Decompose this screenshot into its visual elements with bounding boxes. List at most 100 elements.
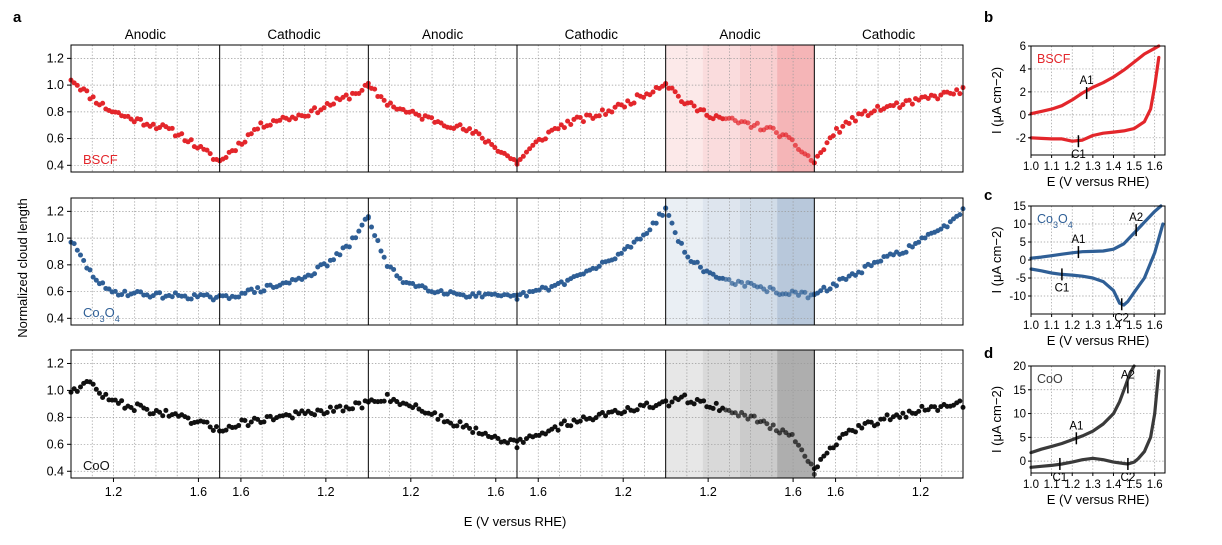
data-point — [546, 287, 552, 293]
segment-title-cathodic: Cathodic — [862, 27, 916, 42]
y-tick-label: 0.6 — [47, 132, 64, 146]
data-point — [792, 289, 798, 295]
panel-frame — [1030, 365, 1166, 474]
y-axis-label: I (μA cm−2) — [989, 67, 1004, 134]
y-tick-label: 1.2 — [47, 51, 64, 65]
data-point — [346, 244, 352, 250]
y-tick-label: 20 — [1013, 361, 1026, 373]
data-point — [824, 140, 830, 146]
data-point — [628, 244, 634, 250]
y-axis-label: I (μA cm−2) — [989, 226, 1004, 293]
data-point — [517, 156, 523, 162]
data-point — [122, 288, 128, 294]
data-point — [691, 103, 697, 109]
data-point — [81, 257, 87, 263]
data-point — [805, 295, 811, 301]
data-point — [925, 407, 931, 413]
segment-title-cathodic: Cathodic — [565, 27, 619, 42]
data-point — [242, 290, 248, 296]
data-point — [568, 121, 574, 127]
data-point — [384, 391, 390, 397]
x-tick-label: 1.2 — [1064, 320, 1080, 332]
data-point — [198, 144, 204, 150]
data-point — [119, 398, 125, 404]
data-point — [207, 294, 213, 300]
data-point — [691, 401, 697, 407]
panel-d-chart: A1 A2 C1 C2 0 5 10 15 20 1.0 1.1 1.2 1.3 1.4 1.5 1.6E (… — [989, 361, 1166, 507]
data-point — [796, 442, 802, 448]
data-point — [482, 430, 488, 436]
data-point — [577, 115, 583, 121]
data-point — [818, 288, 824, 294]
data-point — [837, 129, 843, 135]
data-point — [520, 290, 526, 296]
data-point — [821, 284, 827, 290]
x-tick-label: 1.5 — [1126, 320, 1142, 332]
x-tick-label: 1.6 — [827, 485, 844, 499]
data-point — [672, 89, 678, 95]
series-label-bscf: BSCF — [83, 152, 118, 167]
data-point — [802, 453, 808, 459]
data-point — [542, 136, 548, 142]
y-tick-label: 0.6 — [47, 285, 64, 299]
data-point — [660, 212, 666, 218]
x-tick-label: 1.4 — [1105, 479, 1122, 491]
data-point — [381, 398, 387, 404]
highlight-band-1 — [665, 45, 703, 172]
segment-title-anodic: Anodic — [422, 27, 464, 42]
data-point — [909, 244, 915, 250]
data-point — [710, 271, 716, 277]
data-point — [163, 407, 169, 413]
data-point — [128, 405, 134, 411]
data-point — [331, 101, 337, 107]
segment-title-anodic: Anodic — [125, 27, 167, 42]
data-point — [833, 283, 839, 289]
data-point — [852, 272, 858, 278]
data-point — [258, 120, 264, 126]
marker-label-c2: C2 — [1121, 472, 1136, 484]
data-point — [814, 153, 820, 159]
data-point — [622, 104, 628, 110]
data-point — [387, 100, 393, 106]
data-point — [777, 430, 783, 436]
data-point — [296, 411, 302, 417]
data-point — [356, 90, 362, 96]
data-point — [331, 257, 337, 263]
data-point — [612, 104, 618, 110]
data-point — [255, 416, 261, 422]
cv-anodic-curve — [1029, 364, 1136, 455]
data-point — [476, 290, 482, 296]
data-point — [666, 403, 672, 409]
data-point — [900, 102, 906, 108]
data-point — [248, 419, 254, 425]
data-point — [852, 429, 858, 435]
data-point — [375, 238, 381, 244]
panel-a-letter: a — [13, 9, 22, 26]
x-tick-label: 1.2 — [1064, 161, 1080, 173]
data-point — [641, 94, 647, 100]
data-point — [710, 116, 716, 122]
data-point — [372, 233, 378, 239]
y-tick-label: 15 — [1013, 385, 1026, 397]
data-point — [74, 247, 80, 253]
data-point — [596, 113, 602, 119]
highlight-band-3 — [740, 45, 778, 172]
cv-anodic-curve — [1029, 44, 1161, 116]
x-tick-label: 1.2 — [105, 485, 122, 499]
data-point — [580, 119, 586, 125]
x-tick-label: 1.0 — [1023, 479, 1039, 491]
data-point — [255, 126, 261, 132]
data-point — [868, 419, 874, 425]
data-point — [103, 391, 109, 397]
data-point — [770, 125, 776, 131]
data-point — [786, 292, 792, 298]
x-tick-label: 1.6 — [190, 485, 207, 499]
data-point — [520, 153, 526, 159]
data-point — [410, 281, 416, 287]
data-point — [919, 403, 925, 409]
data-point — [112, 397, 118, 403]
data-point — [739, 279, 745, 285]
data-point — [523, 293, 529, 299]
series-label-co3o4: Co3O4 — [83, 305, 120, 324]
x-tick-label: 1.2 — [1064, 479, 1080, 491]
